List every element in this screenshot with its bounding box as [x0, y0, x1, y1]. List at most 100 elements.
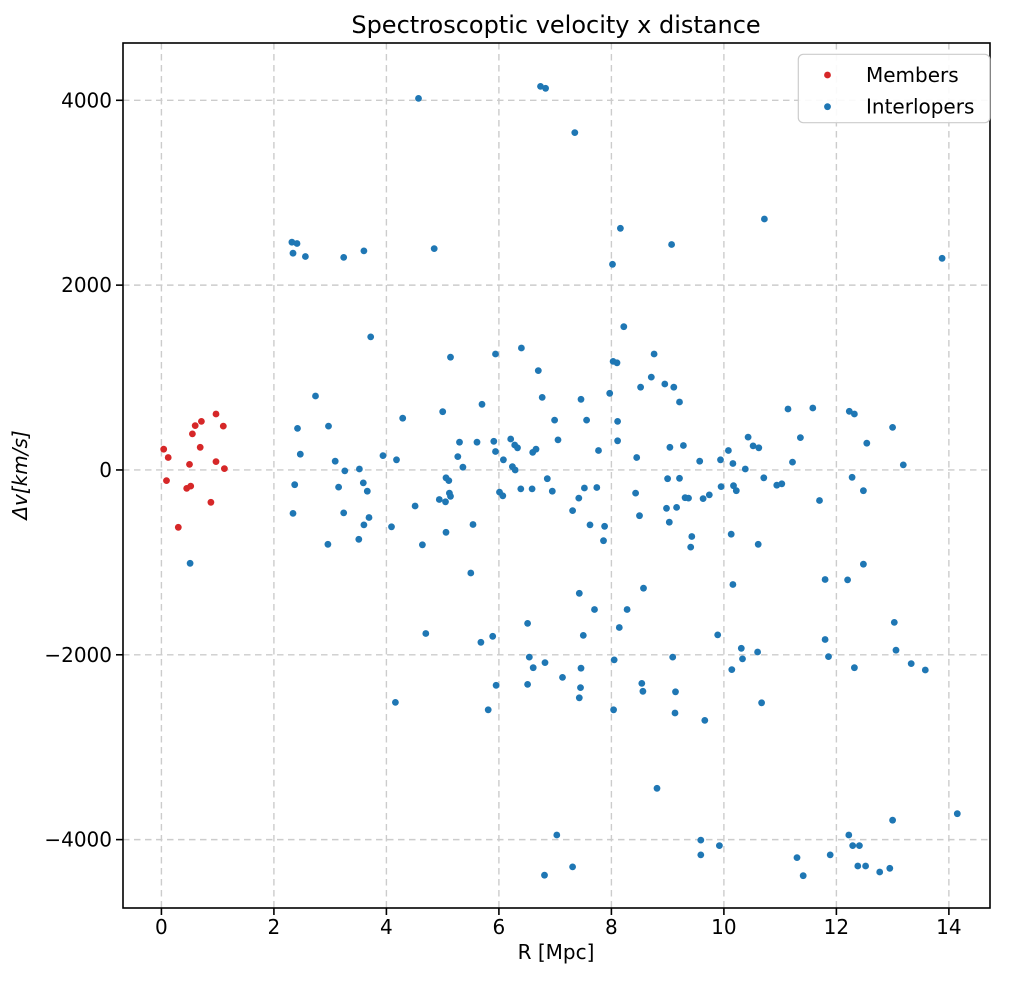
data-point-interlopers: [579, 632, 587, 639]
data-point-members: [163, 477, 170, 484]
data-point-interlopers: [543, 475, 551, 483]
data-point-interlopers: [732, 487, 740, 495]
data-point-interlopers: [492, 681, 500, 689]
data-point-interlopers: [312, 392, 319, 400]
data-point-interlopers: [447, 353, 454, 361]
data-point-interlopers: [744, 433, 752, 441]
x-tick-label: 4: [380, 915, 393, 939]
legend-marker-interlopers: [824, 103, 831, 111]
data-point-interlopers: [288, 238, 296, 246]
data-point-interlopers: [821, 636, 829, 643]
data-point-interlopers: [697, 851, 705, 859]
data-point-interlopers: [507, 435, 515, 443]
data-point-interlopers: [617, 224, 624, 232]
data-point-interlopers: [577, 684, 584, 691]
data-point-members: [219, 422, 227, 430]
data-point-interlopers: [478, 400, 486, 408]
data-point-interlopers: [668, 241, 675, 248]
data-point-interlopers: [647, 373, 655, 381]
data-point-members: [207, 498, 215, 506]
legend-marker-members: [824, 71, 831, 79]
data-point-interlopers: [640, 584, 647, 592]
data-point-interlopers: [938, 254, 946, 262]
data-point-interlopers: [632, 489, 639, 497]
legend-box: [797, 53, 991, 124]
data-point-interlopers: [889, 424, 896, 431]
data-point-interlopers: [717, 456, 724, 464]
data-point-interlopers: [388, 523, 395, 531]
series-members: [160, 410, 228, 531]
data-point-interlopers: [789, 458, 796, 466]
data-point-interlopers: [442, 528, 450, 536]
data-point-interlopers: [456, 438, 463, 446]
data-point-interlopers: [860, 487, 867, 495]
data-point-interlopers: [860, 560, 867, 568]
data-point-interlopers: [890, 619, 898, 626]
data-point-interlopers: [665, 518, 673, 526]
data-point-interlopers: [825, 653, 832, 660]
data-point-interlopers: [294, 425, 301, 432]
data-point-interlopers: [666, 443, 674, 451]
data-point-interlopers: [821, 576, 829, 583]
x-tick-label: 6: [493, 915, 506, 939]
data-point-interlopers: [613, 359, 621, 367]
data-point-interlopers: [716, 842, 723, 849]
data-point-interlopers: [672, 688, 679, 696]
data-point-interlopers: [296, 450, 304, 458]
data-point-members: [186, 461, 193, 468]
data-point-interlopers: [844, 576, 851, 584]
data-point-interlopers: [500, 456, 507, 464]
data-point-interlopers: [953, 810, 961, 818]
data-point-interlopers: [559, 674, 566, 681]
data-point-interlopers: [755, 444, 763, 452]
data-point-interlopers: [623, 606, 631, 613]
data-point-interlopers: [854, 862, 862, 870]
data-point-interlopers: [529, 664, 537, 672]
data-point-interlopers: [669, 653, 677, 661]
data-point-interlopers: [289, 510, 297, 517]
data-point-interlopers: [673, 504, 680, 511]
data-point-members: [221, 465, 228, 472]
data-point-interlopers: [302, 253, 309, 260]
data-point-members: [189, 430, 196, 438]
data-point-interlopers: [717, 483, 725, 490]
data-point-interlopers: [697, 836, 705, 844]
data-point-interlopers: [921, 666, 929, 674]
data-point-interlopers: [355, 535, 363, 543]
y-tick-label: 4000: [61, 88, 112, 112]
data-point-interlopers: [532, 445, 540, 453]
data-point-interlopers: [419, 541, 426, 549]
data-point-interlopers: [473, 438, 481, 446]
data-point-interlopers: [430, 245, 438, 253]
data-point-interlopers: [676, 398, 683, 406]
data-point-interlopers: [435, 496, 443, 503]
data-point-interlopers: [863, 439, 871, 447]
data-point-members: [174, 523, 182, 531]
data-point-interlopers: [687, 543, 695, 551]
data-point-interlopers: [729, 460, 737, 467]
data-point-interlopers: [609, 260, 616, 268]
data-point-interlopers: [524, 620, 531, 627]
data-point-interlopers: [325, 422, 332, 430]
data-point-interlopers: [528, 485, 536, 493]
data-point-interlopers: [760, 474, 768, 482]
data-point-interlopers: [569, 507, 576, 514]
data-point-interlopers: [899, 461, 907, 469]
data-point-interlopers: [862, 862, 869, 870]
data-point-interlopers: [784, 405, 792, 413]
data-point-interlopers: [341, 467, 349, 475]
data-point-interlopers: [541, 659, 549, 666]
data-point-interlopers: [586, 521, 594, 529]
data-point-interlopers: [699, 495, 707, 502]
data-point-interlopers: [615, 624, 623, 631]
x-axis-label: R [Mpc]: [518, 940, 595, 964]
y-tick-label: −4000: [44, 828, 112, 852]
data-point-interlopers: [886, 864, 894, 872]
data-point-interlopers: [499, 492, 507, 500]
data-point-interlopers: [492, 350, 499, 358]
data-point-interlopers: [727, 530, 735, 538]
data-point-interlopers: [340, 509, 348, 517]
y-tick-label: −2000: [44, 643, 112, 667]
data-point-interlopers: [856, 842, 863, 849]
